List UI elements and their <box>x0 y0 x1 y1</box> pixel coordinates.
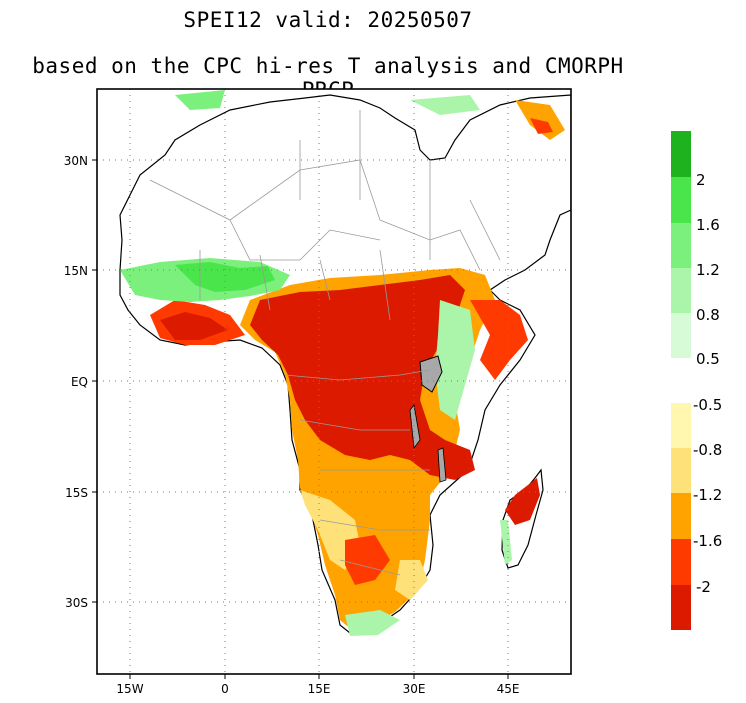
lon-tick-label: 30E <box>403 682 426 696</box>
map-panel <box>97 89 571 674</box>
lat-tick-label: EQ <box>71 375 88 389</box>
lon-tick-label: 15E <box>308 682 331 696</box>
colorbar-label: -1.6 <box>693 532 722 550</box>
colorbar-label: 0.8 <box>696 306 720 324</box>
axis-ticks <box>92 159 509 679</box>
title-line-1: SPEI12 valid: 20250507 <box>183 8 473 32</box>
lake-tanganyika <box>409 404 421 450</box>
country-borders <box>149 110 501 576</box>
title-line-2: based on the CPC hi-res T analysis and C… <box>32 54 624 102</box>
lon-tick-label: 45E <box>497 682 520 696</box>
lon-tick-label: 0 <box>221 682 229 696</box>
colorbar-dry: -0.5 -0.8 -1.2 -1.6 -2 <box>671 396 722 630</box>
colorbar-swatch-dry-5 <box>671 585 691 630</box>
colorbar-label: 1.6 <box>696 216 720 234</box>
lon-axis-labels: 15W 0 15E 30E 45E <box>116 682 519 696</box>
colorbar-label: 1.2 <box>696 261 720 279</box>
lon-tick-label: 15W <box>116 682 143 696</box>
colorbar-swatch-wet-5 <box>671 313 691 358</box>
lat-tick-label: 30S <box>65 596 88 610</box>
graticule <box>97 89 571 674</box>
colorbar-label: -1.2 <box>693 486 722 504</box>
colorbar-swatch-wet-1 <box>671 131 691 177</box>
lat-tick-label: 30N <box>64 154 88 168</box>
lake-malawi <box>437 447 447 483</box>
colorbar-label: 0.5 <box>696 350 720 368</box>
colorbar-swatch-dry-4 <box>671 539 691 585</box>
colorbar-swatch-wet-4 <box>671 268 691 313</box>
colorbar-label: -0.5 <box>693 396 722 414</box>
colorbar-wet: 2 1.6 1.2 0.8 0.5 <box>671 131 720 368</box>
colorbar-swatch-wet-2 <box>671 177 691 223</box>
colorbar-swatch-wet-3 <box>671 223 691 268</box>
colorbar-label: 2 <box>696 171 706 189</box>
colorbar-swatch-dry-1 <box>671 403 691 448</box>
colorbar-label: -2 <box>696 578 711 596</box>
colorbar-label: -0.8 <box>693 441 722 459</box>
lat-tick-label: 15S <box>65 486 88 500</box>
lat-axis-labels: 30N 15N EQ 15S 30S <box>64 154 88 610</box>
colorbar-swatch-dry-3 <box>671 493 691 539</box>
colorbar-swatch-dry-2 <box>671 448 691 493</box>
lat-tick-label: 15N <box>64 264 88 278</box>
